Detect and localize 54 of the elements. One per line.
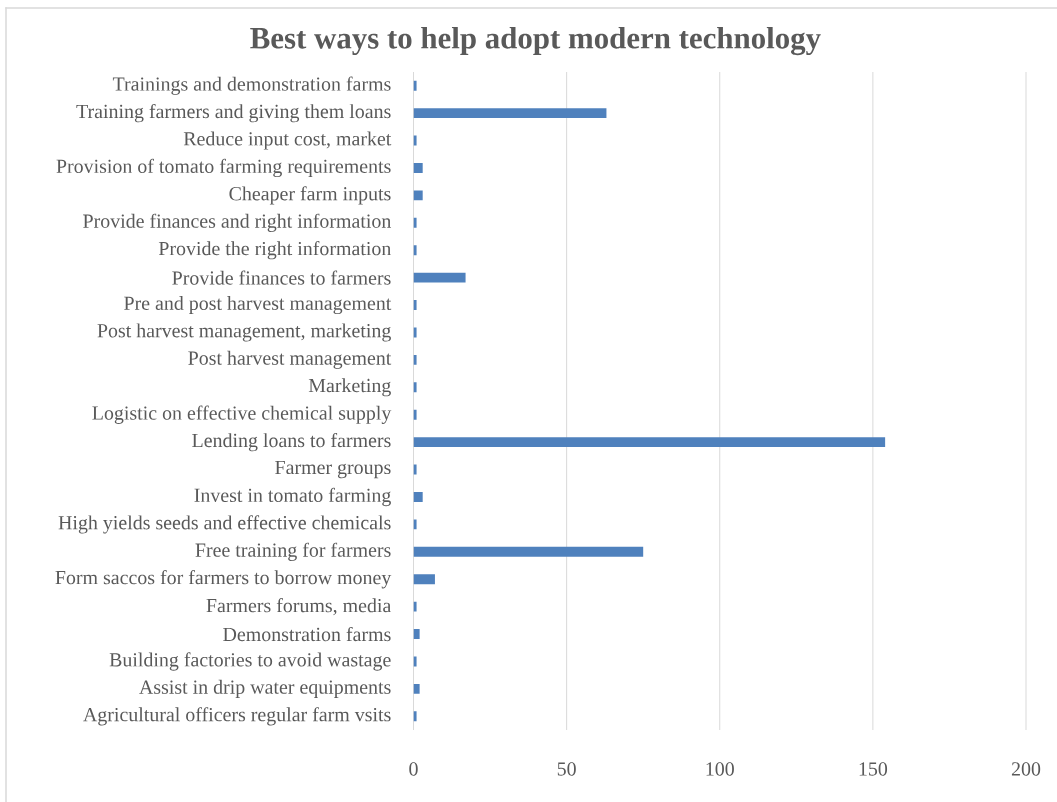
y-tick-label: Training farmers and giving them loans xyxy=(76,103,391,123)
bar xyxy=(413,354,417,365)
y-tick-label: Invest in tomato farming xyxy=(194,487,391,507)
bar xyxy=(413,245,417,256)
y-tick-label: Assist in drip water equipments xyxy=(139,679,391,698)
bar xyxy=(413,108,607,119)
y-tick-label: Free training for farmers xyxy=(195,542,391,561)
bar xyxy=(413,382,417,393)
bar xyxy=(413,629,420,639)
x-tick-label: 50 xyxy=(557,762,576,776)
bar xyxy=(413,711,417,722)
bar xyxy=(413,574,435,585)
y-tick-label: Pre and post harvest management xyxy=(124,295,392,315)
y-tick-label: Logistic on effective chemical supply xyxy=(92,405,392,424)
y-tick-label: Agricultural officers regular farm vsits xyxy=(83,707,391,726)
bar xyxy=(413,217,417,228)
y-tick-label: High yields seeds and effective chemicals xyxy=(58,515,391,534)
y-tick-label: Post harvest management, marketing xyxy=(97,323,391,342)
y-tick-label: Building factories to avoid wastage xyxy=(109,652,391,671)
x-tick-label: 150 xyxy=(859,762,888,776)
y-tick-label: Farmers forums, media xyxy=(206,598,392,616)
y-tick-label: Form saccos for farmers to borrow money xyxy=(55,570,392,589)
y-tick-label: Demonstration farms xyxy=(223,626,391,642)
bar xyxy=(413,492,423,502)
y-tick-label: Provide the right information xyxy=(158,241,392,260)
bar xyxy=(413,464,417,475)
bar xyxy=(413,409,417,420)
bar xyxy=(413,437,886,448)
y-tick-label: Provide finances to farmers xyxy=(172,270,391,285)
y-tick-label: Reduce input cost, market xyxy=(183,131,392,150)
bar xyxy=(413,546,644,557)
x-tick-label: 100 xyxy=(706,762,734,776)
bar xyxy=(413,327,417,338)
y-tick-label: Marketing xyxy=(308,378,391,397)
bar xyxy=(413,135,417,146)
bar xyxy=(413,190,423,201)
y-tick-label: Lending loans to farmers xyxy=(192,432,391,452)
x-tick-label: 0 xyxy=(409,762,418,776)
y-tick-label: Provide finances and right information xyxy=(83,213,392,232)
bar xyxy=(413,80,417,91)
bar xyxy=(413,300,417,310)
x-tick-label: 200 xyxy=(1011,762,1041,776)
bar xyxy=(413,163,423,173)
bar xyxy=(413,656,417,667)
bar xyxy=(413,519,417,530)
y-tick-label: Provision of tomato farming requirements xyxy=(56,158,391,178)
bar xyxy=(413,683,420,694)
y-tick-label: Trainings and demonstration farms xyxy=(112,76,391,95)
y-tick-label: Farmer groups xyxy=(275,460,391,479)
y-tick-label: Cheaper farm inputs xyxy=(229,186,391,205)
y-tick-label: Post harvest management xyxy=(188,350,392,369)
bar xyxy=(413,272,466,283)
chart-title: Best ways to help adopt modern technology xyxy=(250,26,821,56)
bar xyxy=(413,601,417,612)
